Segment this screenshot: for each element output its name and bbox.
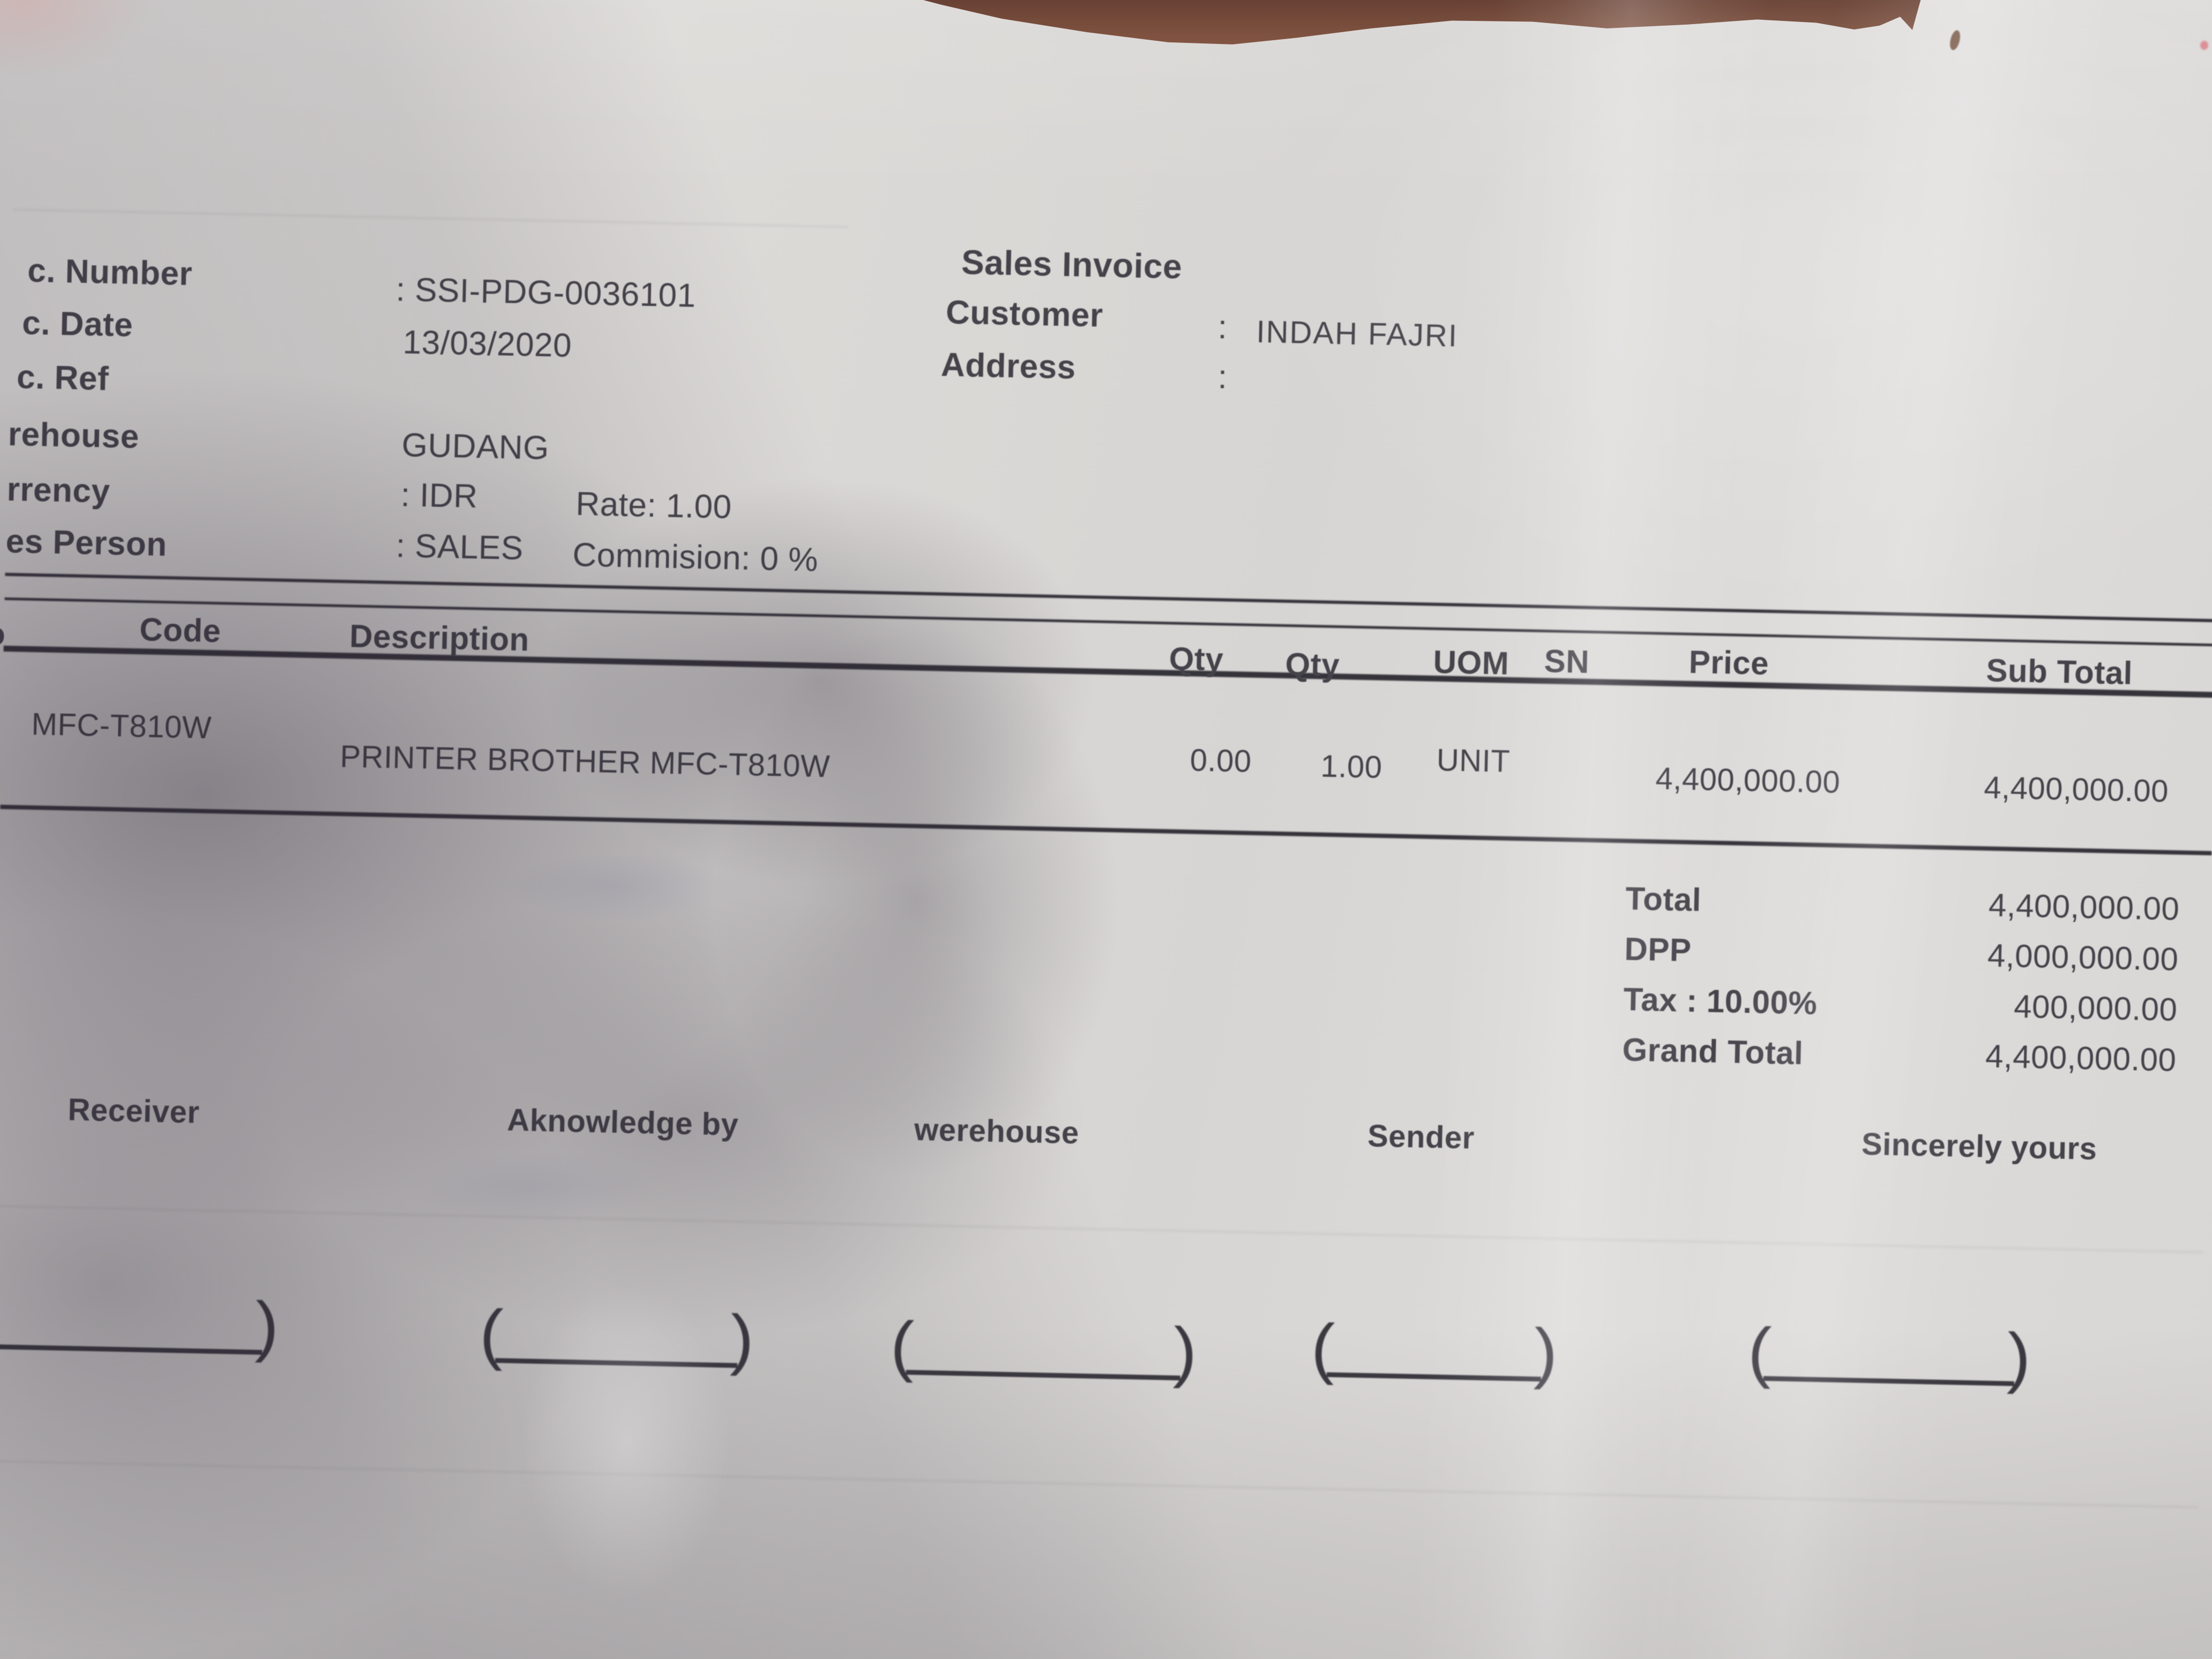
item-code: MFC-T810W <box>31 706 212 745</box>
column-header-code: Code <box>139 611 222 649</box>
item-uom: UNIT <box>1436 742 1511 779</box>
signature-line-acknowledge: ( ) <box>479 1296 755 1376</box>
table-corner-tint <box>0 0 161 80</box>
paper-crease <box>0 1205 2203 1254</box>
close-paren-glyph: ) <box>1172 1313 1198 1389</box>
column-header-qty2: Qty <box>1284 646 1340 684</box>
address-separator: : <box>1217 358 1228 396</box>
meta-label-doc-number: c. Number <box>27 252 193 293</box>
meta-label-warehouse: rehouse <box>8 415 140 456</box>
open-paren-glyph: ( <box>479 1296 504 1371</box>
grand-total-value: 4,400,000.00 <box>1985 1038 2177 1078</box>
paper-crease <box>0 1460 2198 1508</box>
meta-value-doc-number: : SSI-PDG-0036101 <box>395 271 697 315</box>
close-paren-glyph: ) <box>729 1301 755 1377</box>
table-header-top-rule <box>4 597 2212 647</box>
tax-value: 400,000.00 <box>2013 988 2178 1028</box>
item-subtotal: 4,400,000.00 <box>1983 770 2169 809</box>
open-paren-glyph: ( <box>1310 1310 1336 1386</box>
signature-line-sender: ( ) <box>1310 1310 1558 1390</box>
meta-value-rate: Rate: 1.00 <box>575 485 733 526</box>
close-paren-glyph: ) <box>254 1288 280 1364</box>
meta-label-doc-ref: c. Ref <box>16 358 109 398</box>
column-header-qty1: Qty <box>1169 640 1224 678</box>
dpp-value: 4,000,000.00 <box>1987 937 2179 977</box>
close-paren-glyph: ) <box>2006 1319 2032 1395</box>
dpp-label: DPP <box>1624 931 1692 968</box>
item-qty1: 0.00 <box>1190 743 1252 779</box>
customer-label: Customer <box>945 294 1104 334</box>
meta-label-sales-person: es Person <box>5 522 168 564</box>
item-description: PRINTER BROTHER MFC-T810W <box>339 739 831 784</box>
table-header-bottom-rule <box>3 645 2212 698</box>
page-title: Sales Invoice <box>961 243 1183 286</box>
open-paren-glyph: ( <box>890 1307 915 1384</box>
signature-line-warehouse: ( ) <box>890 1307 1198 1389</box>
column-header-subtotal: Sub Total <box>1985 652 2133 692</box>
tax-label: Tax : 10.00% <box>1623 981 1818 1021</box>
signature-label-sender: Sender <box>1367 1118 1475 1156</box>
total-value: 4,400,000.00 <box>1988 887 2180 927</box>
meta-label-currency: rrency <box>6 470 111 510</box>
column-header-price: Price <box>1688 644 1769 682</box>
total-label: Total <box>1625 880 1702 918</box>
signature-line-receiver: ( ) <box>0 1288 280 1363</box>
grand-total-label: Grand Total <box>1621 1032 1804 1072</box>
meta-value-sales-person: : SALES <box>395 527 524 567</box>
signature-line-sincerely: ( ) <box>1747 1314 2031 1395</box>
column-header-description: Description <box>349 618 530 658</box>
address-label: Address <box>940 346 1077 386</box>
column-header-no-fragment: o <box>0 616 6 652</box>
signature-label-warehouse: werehouse <box>914 1112 1080 1151</box>
close-paren-glyph: ) <box>1533 1314 1559 1391</box>
meta-value-warehouse: GUDANG <box>401 427 550 467</box>
signature-label-acknowledge: Aknowledge by <box>506 1102 739 1142</box>
table-top-rule <box>5 572 2212 623</box>
signature-label-sincerely: Sincerely yours <box>1861 1126 2098 1167</box>
meta-label-doc-date: c. Date <box>21 304 133 344</box>
table-bottom-rule <box>0 804 2212 856</box>
signature-label-receiver: Receiver <box>67 1092 200 1130</box>
customer-separator: : <box>1217 309 1228 346</box>
meta-value-currency: : IDR <box>400 476 479 515</box>
paper-crease <box>12 208 849 228</box>
customer-name: INDAH FAJRI <box>1256 314 1459 354</box>
debris-speck <box>2200 41 2208 50</box>
item-qty2: 1.00 <box>1320 749 1383 785</box>
meta-value-doc-date: 13/03/2020 <box>402 324 572 364</box>
column-header-sn: SN <box>1544 643 1590 680</box>
meta-value-commission: Commision: 0 % <box>572 536 819 579</box>
column-header-uom: UOM <box>1432 644 1509 682</box>
item-price: 4,400,000.00 <box>1655 761 1841 800</box>
open-paren-glyph: ( <box>1747 1313 1773 1389</box>
